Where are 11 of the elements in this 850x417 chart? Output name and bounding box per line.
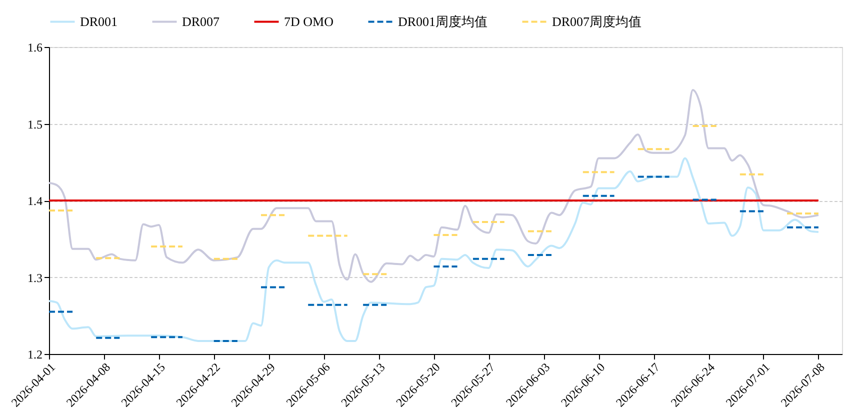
y-tick-label: 1.4 xyxy=(28,194,42,208)
y-tick-label: 1.6 xyxy=(28,40,42,54)
legend-label: DR001周度均值 xyxy=(398,14,488,29)
legend-label: DR007周度均值 xyxy=(552,14,642,29)
legend-label: DR001 xyxy=(80,14,118,29)
y-tick-label: 1.2 xyxy=(28,348,42,362)
y-tick-label: 1.3 xyxy=(28,270,42,285)
legend-label: DR007 xyxy=(182,14,220,29)
y-tick-label: 1.5 xyxy=(28,117,42,132)
legend-label: 7D OMO xyxy=(284,14,334,29)
line-series xyxy=(48,88,820,283)
